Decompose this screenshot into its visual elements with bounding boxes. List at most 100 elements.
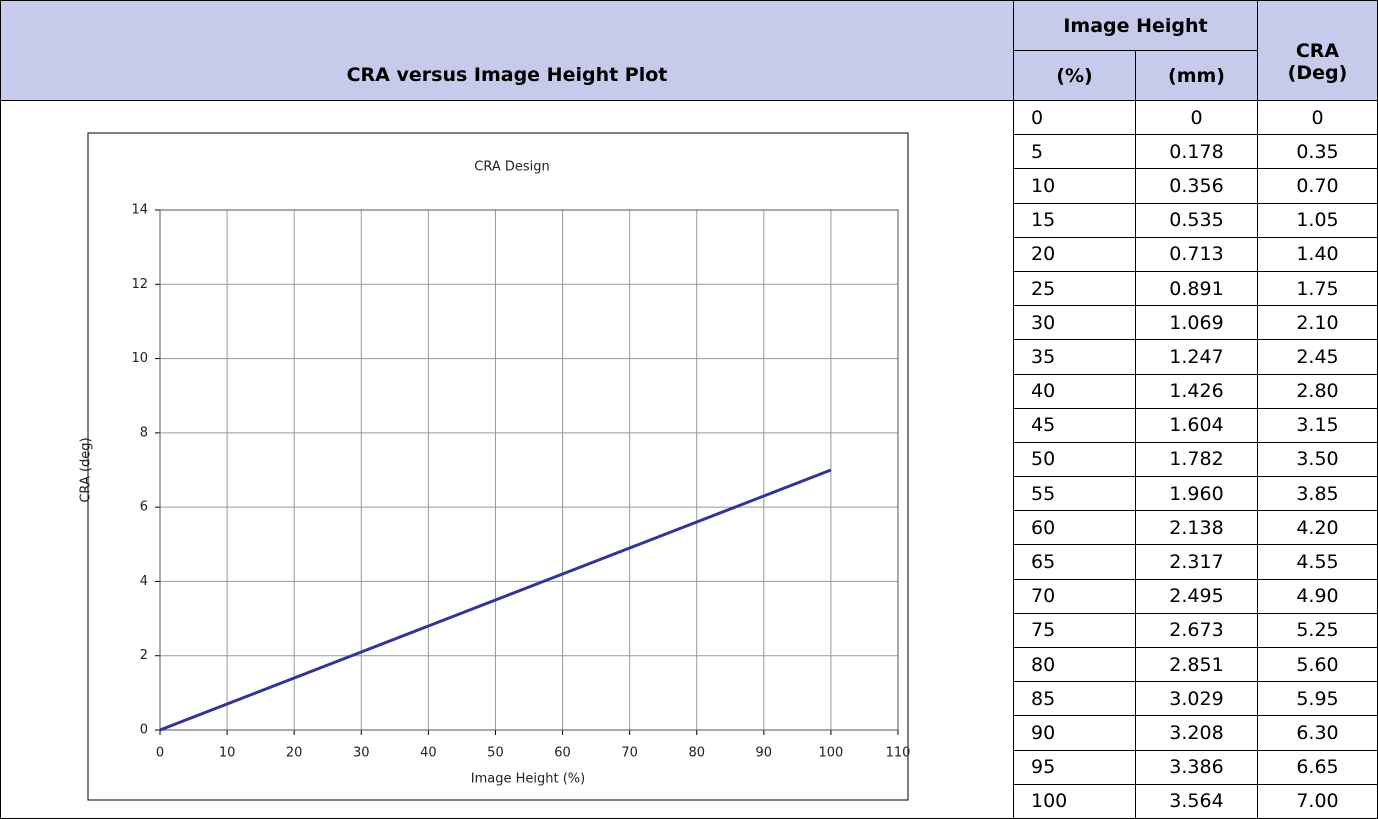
chart-frame (87, 132, 909, 801)
table-cell: 6.65 (1257, 749, 1378, 785)
table-cell: 6.30 (1257, 715, 1378, 751)
table-cell: 0.891 (1135, 270, 1258, 307)
table-cell: 100 (1013, 783, 1136, 819)
table-cell: 1.247 (1135, 339, 1258, 375)
header-text: (%) (1056, 64, 1093, 87)
y-tick-label: 14 (131, 203, 148, 218)
table-cell: 65 (1013, 544, 1136, 580)
table-cell: 4.20 (1257, 510, 1378, 546)
table-cell: 0 (1257, 100, 1378, 136)
table-cell: 3.386 (1135, 749, 1258, 785)
x-tick-label: 10 (219, 746, 236, 761)
header-text: CRA (1295, 39, 1340, 62)
y-tick-label: 0 (140, 723, 148, 738)
x-tick-label: 80 (688, 746, 705, 761)
table-cell: 0.713 (1135, 236, 1258, 272)
y-tick-label: 12 (131, 277, 148, 292)
table-cell: 85 (1013, 681, 1136, 717)
x-tick-label: 30 (353, 746, 370, 761)
table-cell: 2.851 (1135, 647, 1258, 683)
y-tick-label: 8 (140, 425, 148, 440)
pct-header: (%) (1013, 50, 1136, 101)
header-text: Image Height (1063, 14, 1208, 37)
table-cell: 2.138 (1135, 510, 1258, 546)
table-cell: 10 (1013, 168, 1136, 204)
x-tick-label: 90 (756, 746, 773, 761)
table-cell: 20 (1013, 236, 1136, 272)
table-cell: 5.25 (1257, 612, 1378, 649)
table-cell: 80 (1013, 647, 1136, 683)
table-cell: 0.535 (1135, 202, 1258, 238)
table-cell: 55 (1013, 476, 1136, 512)
y-tick-label: 10 (131, 351, 148, 366)
table-cell: 2.317 (1135, 544, 1258, 580)
x-tick-label: 100 (818, 746, 843, 761)
table-cell: 15 (1013, 202, 1136, 238)
table-cell: 3.564 (1135, 783, 1258, 819)
x-tick-label: 20 (286, 746, 303, 761)
chart-title: CRA Design (474, 160, 550, 175)
x-tick-label: 60 (554, 746, 571, 761)
x-tick-label: 0 (156, 746, 164, 761)
table-cell: 40 (1013, 373, 1136, 409)
y-tick-label: 4 (140, 574, 148, 589)
x-axis-label: Image Height (%) (471, 772, 585, 787)
chart: CRA Design Image Height (%) CRA (deg) 0 2… (79, 132, 911, 801)
table-cell: 1.604 (1135, 407, 1258, 443)
table-cell: 5.60 (1257, 647, 1378, 683)
cra-header: CRA (Deg) (1257, 0, 1378, 101)
table-cell: 7.00 (1257, 783, 1378, 819)
table-cell: 0 (1135, 100, 1258, 136)
table-cell: 2.10 (1257, 305, 1378, 341)
y-tick-label: 6 (140, 500, 148, 515)
table-cell: 4.90 (1257, 578, 1378, 614)
header-text: (Deg) (1287, 61, 1348, 84)
table-cell: 0 (1013, 100, 1136, 136)
image-height-header: Image Height (1013, 0, 1258, 51)
table-cell: 0.70 (1257, 168, 1378, 204)
x-tick-label: 110 (886, 746, 911, 761)
x-tick-label: 50 (487, 746, 504, 761)
table-cell: 0.35 (1257, 134, 1378, 170)
table-cell: 1.782 (1135, 441, 1258, 478)
table-cell: 5.95 (1257, 681, 1378, 717)
table-cell: 0.356 (1135, 168, 1258, 204)
data-line (159, 468, 832, 732)
header-text: CRA versus Image Height Plot (346, 64, 668, 86)
table-cell: 90 (1013, 715, 1136, 751)
table-cell: 4.55 (1257, 544, 1378, 580)
mm-header: (mm) (1135, 50, 1258, 101)
table-cell: 2.80 (1257, 373, 1378, 409)
table-cell: 35 (1013, 339, 1136, 375)
y-axis-label: CRA (deg) (79, 437, 94, 502)
table-cell: 2.495 (1135, 578, 1258, 614)
table-cell: 70 (1013, 578, 1136, 614)
plot-area (159, 209, 899, 731)
table-cell: 95 (1013, 749, 1136, 785)
table-cell: 3.85 (1257, 476, 1378, 512)
table-cell: 1.426 (1135, 373, 1258, 409)
table-cell: 30 (1013, 305, 1136, 341)
table-cell: 1.05 (1257, 202, 1378, 238)
x-tick-label: 70 (621, 746, 638, 761)
header-text: (mm) (1168, 64, 1225, 87)
x-tick-label: 40 (420, 746, 437, 761)
table-cell: 2.673 (1135, 612, 1258, 649)
table-cell: 2.45 (1257, 339, 1378, 375)
table-cell: 60 (1013, 510, 1136, 546)
table-cell: 1.75 (1257, 270, 1378, 307)
table-cell: 1.069 (1135, 305, 1258, 341)
table-cell: 3.15 (1257, 407, 1378, 443)
table-cell: 3.50 (1257, 441, 1378, 478)
table-cell: 50 (1013, 441, 1136, 478)
table-cell: 5 (1013, 134, 1136, 170)
table-cell: 0.178 (1135, 134, 1258, 170)
table-cell: 1.40 (1257, 236, 1378, 272)
plot-header: CRA versus Image Height Plot (0, 0, 1014, 101)
table-cell: 25 (1013, 270, 1136, 307)
table-cell: 3.208 (1135, 715, 1258, 751)
table-cell: 45 (1013, 407, 1136, 443)
table-cell: 1.960 (1135, 476, 1258, 512)
table-cell: 75 (1013, 612, 1136, 649)
